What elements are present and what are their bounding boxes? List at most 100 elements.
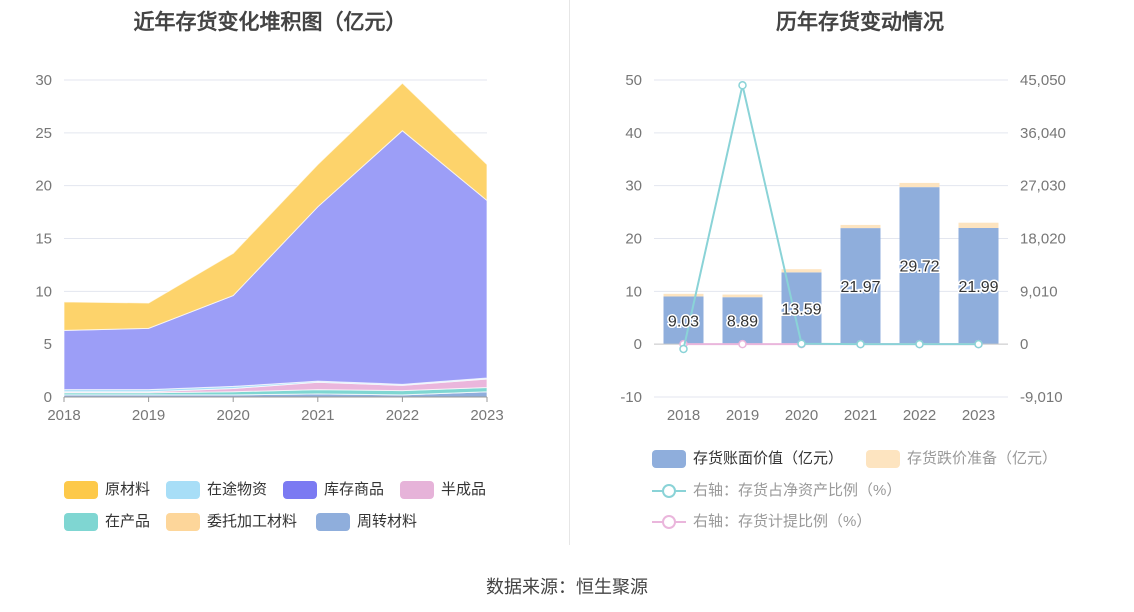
bar-book-value bbox=[958, 227, 999, 345]
bar-book-value bbox=[899, 187, 940, 345]
legend-label: 右轴：存货计提比例（%） bbox=[693, 513, 872, 530]
legend-label: 在途物资 bbox=[207, 481, 268, 498]
y-tick-label: -10 bbox=[620, 389, 642, 406]
legend-swatch bbox=[166, 513, 200, 531]
y-tick-label: 0 bbox=[44, 389, 52, 406]
legend-swatch bbox=[64, 481, 98, 499]
legend-swatch bbox=[316, 513, 350, 531]
legend-swatch bbox=[283, 481, 317, 499]
legend-item-goods-in-transit[interactable]: 在途物资 bbox=[166, 480, 267, 500]
x-tick-label: 2023 bbox=[470, 407, 503, 424]
legend-swatch bbox=[866, 450, 900, 468]
x-tick-label: 2023 bbox=[962, 407, 995, 424]
legend-item-revolving-materials[interactable]: 周转材料 bbox=[316, 512, 417, 532]
legend-item-raw-materials[interactable]: 原材料 bbox=[64, 480, 150, 500]
y-tick-label: 50 bbox=[625, 72, 642, 89]
y2-tick-label: 27,030 bbox=[1020, 178, 1066, 195]
legend-label: 存货跌价准备（亿元） bbox=[907, 450, 1058, 467]
y-tick-label: 20 bbox=[35, 178, 52, 195]
legend-swatch bbox=[166, 481, 200, 499]
bar-data-label: 13.59 bbox=[781, 301, 821, 318]
legend-line-marker bbox=[652, 515, 686, 529]
bar-impairment bbox=[781, 269, 822, 273]
legend-label: 右轴：存货占净资产比例（%） bbox=[693, 482, 902, 499]
y-tick-label: 20 bbox=[625, 231, 642, 248]
line-point bbox=[738, 81, 747, 90]
legend-label: 半成品 bbox=[441, 481, 487, 498]
legend-item-net-asset-ratio[interactable]: 右轴：存货占净资产比例（%） bbox=[652, 481, 901, 501]
y-tick-label: 25 bbox=[35, 125, 52, 142]
bar-data-label: 21.97 bbox=[840, 279, 880, 296]
bar-book-value bbox=[663, 296, 704, 345]
line-point bbox=[915, 339, 924, 349]
x-tick-label: 2020 bbox=[217, 407, 250, 424]
legend-swatch bbox=[64, 513, 98, 531]
legend-label: 库存商品 bbox=[324, 481, 385, 498]
bar-impairment bbox=[722, 294, 763, 298]
legend-item-book-value[interactable]: 存货账面价值（亿元） bbox=[652, 449, 843, 469]
legend-swatch bbox=[652, 450, 686, 468]
line-point bbox=[797, 339, 806, 348]
x-tick-label: 2021 bbox=[301, 407, 334, 424]
data-source-note: 数据来源：恒生聚源 bbox=[486, 577, 648, 597]
legend-line-marker bbox=[652, 484, 686, 498]
legend-label: 周转材料 bbox=[357, 513, 418, 530]
y2-tick-label: 9,010 bbox=[1020, 283, 1058, 300]
area-series-原材料 bbox=[63, 82, 488, 331]
x-tick-label: 2018 bbox=[47, 407, 80, 424]
bar-book-value bbox=[722, 297, 763, 345]
bar-impairment bbox=[840, 224, 881, 229]
y2-tick-label: 0 bbox=[1020, 336, 1028, 353]
x-tick-label: 2022 bbox=[386, 407, 419, 424]
line-point bbox=[974, 339, 983, 349]
y-tick-label: 10 bbox=[625, 283, 642, 300]
legend-item-provision-ratio[interactable]: 右轴：存货计提比例（%） bbox=[652, 512, 871, 532]
legend-label: 存货账面价值（亿元） bbox=[693, 450, 844, 467]
legend-swatch bbox=[400, 481, 434, 499]
legend-label: 在产品 bbox=[105, 513, 151, 530]
y-tick-label: 30 bbox=[625, 178, 642, 195]
left-legend: 原材料 在途物资 库存商品 半成品 在产品 委托加工材料 周转材料 bbox=[64, 480, 486, 532]
line-point bbox=[738, 339, 747, 349]
line-series-右轴：存货占净资产比例（%） bbox=[682, 85, 979, 350]
x-tick-label: 2019 bbox=[132, 407, 165, 424]
x-tick-label: 2018 bbox=[667, 407, 700, 424]
y-tick-label: 0 bbox=[634, 336, 642, 353]
bar-line-combo-chart: -10 -9,010 0 0 10 9,010 20 18,020 30 27,030 40 36,0… bbox=[620, 72, 1066, 424]
line-point bbox=[679, 344, 688, 354]
y-tick-label: 30 bbox=[35, 72, 52, 89]
legend-item-impairment[interactable]: 存货跌价准备（亿元） bbox=[866, 449, 1057, 469]
legend-label: 原材料 bbox=[105, 481, 151, 498]
x-tick-label: 2019 bbox=[726, 407, 759, 424]
x-tick-label: 2020 bbox=[785, 407, 818, 424]
x-tick-label: 2022 bbox=[903, 407, 936, 424]
bar-impairment bbox=[899, 182, 940, 188]
y-tick-label: 5 bbox=[44, 336, 52, 353]
legend-item-inventory-goods[interactable]: 库存商品 bbox=[283, 480, 384, 500]
y-tick-label: 15 bbox=[35, 231, 52, 248]
bar-impairment bbox=[663, 293, 704, 297]
y-tick-label: 10 bbox=[35, 283, 52, 300]
y2-tick-label: 18,020 bbox=[1020, 231, 1066, 248]
y2-tick-label: 36,040 bbox=[1020, 125, 1066, 142]
bar-data-label: 29.72 bbox=[899, 259, 939, 276]
bar-data-label: 8.89 bbox=[727, 314, 758, 331]
y2-tick-label: -9,010 bbox=[1020, 389, 1063, 406]
y-tick-label: 40 bbox=[625, 125, 642, 142]
y2-tick-label: 45,050 bbox=[1020, 72, 1066, 89]
bar-book-value bbox=[840, 228, 881, 345]
x-tick-label: 2021 bbox=[844, 407, 877, 424]
bar-data-label: 21.99 bbox=[958, 279, 998, 296]
panel-divider bbox=[569, 0, 570, 545]
line-point bbox=[856, 339, 865, 349]
legend-item-wip[interactable]: 在产品 bbox=[64, 512, 150, 532]
legend-item-consigned-processing[interactable]: 委托加工材料 bbox=[166, 512, 297, 532]
right-chart-title: 历年存货变动情况 bbox=[776, 11, 944, 34]
stacked-area-chart: 0 5 10 15 20 25 30 2018 2019 2020 2021 2022 2023 bbox=[35, 72, 503, 424]
bar-data-label: 9.03 bbox=[668, 313, 699, 330]
bar-impairment bbox=[958, 222, 999, 228]
legend-item-semi-finished[interactable]: 半成品 bbox=[400, 480, 486, 500]
legend-label: 委托加工材料 bbox=[207, 513, 298, 530]
left-chart-title: 近年存货变化堆积图（亿元） bbox=[133, 11, 407, 34]
